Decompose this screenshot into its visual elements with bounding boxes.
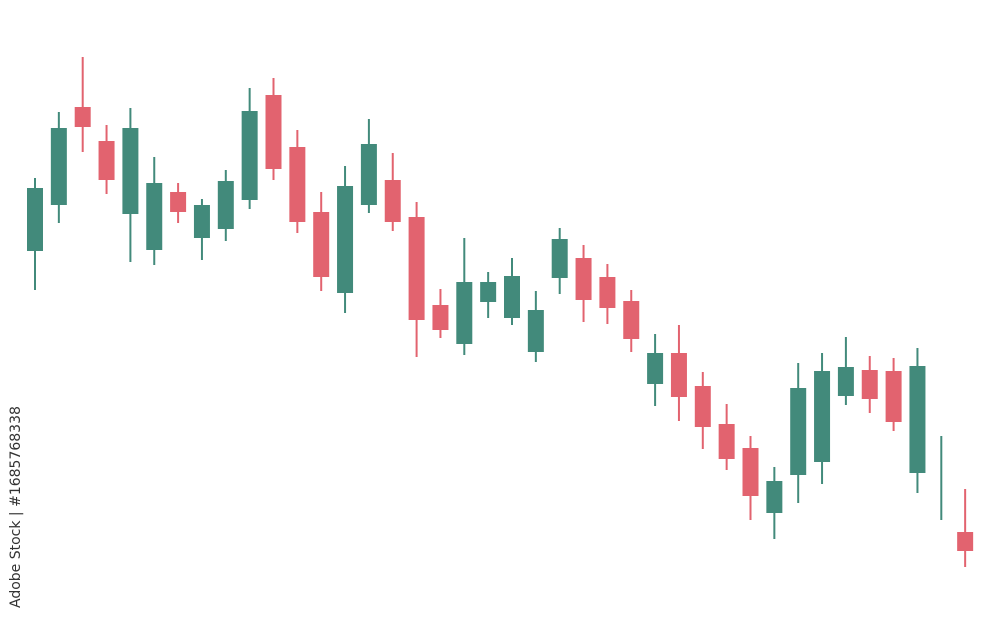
candle-body	[742, 448, 759, 496]
candle-4	[98, 125, 115, 194]
candle-9	[217, 170, 234, 241]
candle-28	[670, 325, 687, 421]
candle-21	[504, 258, 520, 325]
candle-2	[50, 112, 67, 223]
candle-body	[527, 310, 544, 352]
candle-body	[74, 107, 91, 127]
candle-37	[885, 358, 902, 431]
candle-38	[909, 348, 926, 493]
candle-body	[718, 424, 735, 459]
candle-body	[98, 141, 115, 180]
candle-27	[647, 334, 664, 406]
candle-body	[170, 192, 187, 212]
candle-body	[504, 276, 520, 318]
candle-body	[432, 305, 449, 330]
candle-body	[217, 181, 234, 229]
candle-body	[122, 128, 139, 214]
candle-13	[313, 192, 330, 291]
candle-body	[623, 301, 640, 339]
candle-3	[74, 57, 91, 152]
candle-23	[551, 228, 568, 294]
candle-30	[718, 404, 735, 470]
candle-body	[957, 532, 974, 551]
watermark: Adobe Stock | #1685768338	[8, 406, 24, 608]
candle-40	[957, 489, 974, 567]
candle-body	[456, 282, 473, 344]
candle-20	[480, 272, 497, 318]
candle-body	[360, 144, 377, 205]
candle-body	[647, 353, 664, 384]
candle-25	[599, 264, 616, 324]
candle-body	[146, 183, 163, 250]
candle-body	[575, 258, 592, 300]
candle-body	[766, 481, 783, 513]
candle-body	[27, 188, 43, 251]
candle-body	[885, 371, 902, 422]
candle-10	[241, 88, 258, 209]
candle-36	[861, 356, 878, 413]
candle-32	[766, 467, 783, 539]
candle-body	[814, 371, 831, 462]
candle-14	[337, 166, 354, 313]
candle-body	[599, 277, 616, 308]
candle-29	[694, 372, 711, 449]
candle-8	[193, 199, 210, 260]
candle-body	[289, 147, 306, 222]
candle-15	[360, 119, 377, 213]
candle-16	[384, 153, 401, 231]
candle-12	[289, 130, 306, 233]
candle-31	[742, 436, 759, 520]
candle-body	[551, 239, 568, 278]
candle-11	[265, 78, 282, 180]
candle-33	[790, 363, 807, 503]
candle-body	[790, 388, 807, 475]
candle-body	[909, 366, 926, 473]
candle-22	[527, 291, 544, 362]
candle-7	[170, 183, 187, 223]
candle-body	[408, 217, 425, 320]
candle-body	[50, 128, 67, 205]
candle-body	[265, 95, 282, 169]
candle-18	[432, 289, 449, 338]
candle-body	[384, 180, 401, 222]
candle-body	[670, 353, 687, 397]
candle-body	[694, 386, 711, 427]
candle-body	[337, 186, 354, 293]
candle-19	[456, 238, 473, 355]
candle-17	[408, 202, 425, 357]
candle-34	[814, 353, 831, 484]
candle-26	[623, 290, 640, 352]
candle-body	[313, 212, 330, 277]
candle-6	[146, 157, 163, 265]
candle-body	[241, 111, 258, 200]
candle-1	[27, 178, 43, 290]
candle-35	[837, 337, 854, 405]
candle-body	[193, 205, 210, 238]
candle-5	[122, 108, 139, 262]
candle-body	[480, 282, 497, 302]
candle-body	[861, 370, 878, 399]
candle-body	[837, 367, 854, 396]
candle-24	[575, 245, 592, 322]
